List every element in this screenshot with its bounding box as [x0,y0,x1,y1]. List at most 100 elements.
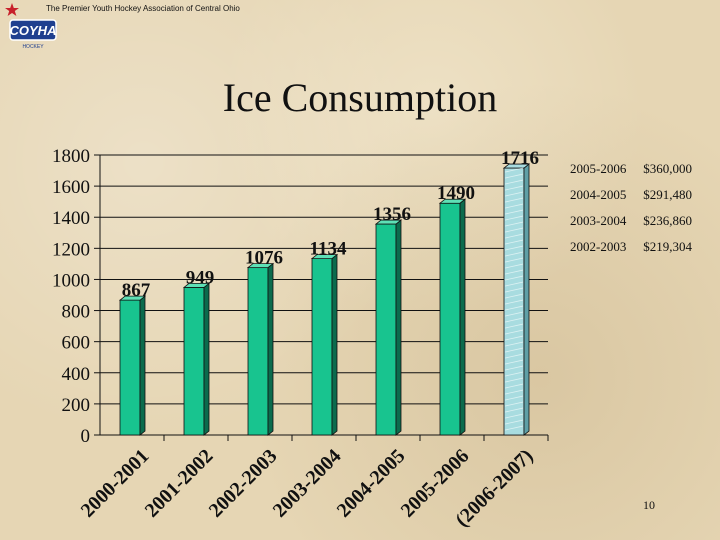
legend-season: 2003-2004 [570,213,627,228]
y-tick-label: 400 [62,364,91,385]
bar-hatch [504,245,524,251]
legend-amount: $219,304 [643,239,692,254]
bar-top [502,163,531,169]
page-number: 10 [643,498,655,512]
bar-side [267,262,274,436]
bar-hatch [504,251,524,257]
bar-hatch [504,215,524,221]
legend-season: 2002-2003 [570,239,627,254]
legend-row: 2005-2006 $360,000 [570,162,692,188]
bar-hatch [504,173,524,179]
y-tick-label: 600 [62,333,91,354]
bar-hatch [504,263,524,269]
bar-hatch [504,323,524,329]
bar-hatch [504,353,524,359]
logo-subtext: HOCKEY [22,44,44,50]
y-tick-label: 0 [81,426,91,447]
legend-amount: $291,480 [643,187,692,202]
bar-hatch [504,179,524,185]
cost-legend: 2005-2006 $360,000 2004-2005 $291,480 20… [570,162,692,266]
bar-hatch [504,317,524,323]
bar-side [139,295,146,436]
bar-hatch [504,311,524,317]
bar-hatch [504,167,524,173]
bar-top [374,219,403,225]
bar-hatch [504,227,524,233]
x-tick-label: 2002-2003 [205,445,282,522]
y-tick-label: 1600 [52,177,90,198]
bar-hatch [504,257,524,263]
logo-badge [9,19,57,41]
bar-top [118,295,147,301]
bar [119,299,141,436]
bar-hatch [504,287,524,293]
bar-hatch [504,419,524,425]
bar-hatch [504,299,524,305]
data-label: 1356 [373,204,411,225]
bar-hatch [504,191,524,197]
bar [311,258,333,436]
bar-hatch [504,389,524,395]
bar [247,267,269,436]
bar-hatch [504,413,524,419]
bar-hatch [504,281,524,287]
data-label: 1076 [245,248,283,269]
bar-hatch [504,407,524,413]
legend-amount: $360,000 [643,161,692,176]
y-tick-label: 1400 [52,208,90,229]
bar [183,286,205,436]
bar-side [331,253,338,436]
y-tick-label: 200 [62,395,91,416]
bar-hatch [504,359,524,365]
bar-hatch [504,221,524,227]
bar-hatch [504,371,524,377]
legend-season: 2004-2005 [570,187,627,202]
x-tick-label: 2004-2005 [333,445,410,522]
legend-row: 2004-2005 $291,480 [570,188,692,214]
data-label: 867 [122,280,151,301]
bar-hatch [504,239,524,245]
y-tick-label: 800 [62,302,91,323]
legend-row: 2002-2003 $219,304 [570,240,692,266]
plot-area: 0 200 400 600 800 1000 1200 1400 1600 1800 867 2000… [52,146,549,531]
bar-top [310,254,339,260]
bar-hatch [504,341,524,347]
bar-hatch [504,203,524,209]
bar-hatch [504,425,524,431]
bar-hatch [504,233,524,239]
bar-hatch [504,209,524,215]
bar-hatch [504,197,524,203]
logo-text: COYHA [10,23,57,38]
data-label: 1716 [501,148,539,169]
data-label: 1134 [310,239,347,260]
legend-row: 2003-2004 $236,860 [570,214,692,240]
bar-hatch [504,401,524,407]
bar-side [459,198,466,436]
header-tagline: The Premier Youth Hockey Association of … [46,4,240,13]
bar-hatch [504,347,524,353]
x-tick-label: 2003-2004 [269,445,346,522]
y-tick-label: 1200 [52,239,90,260]
bar-side [203,282,210,436]
bar-side [395,219,402,436]
bar-hatch [504,275,524,281]
bar-hatch [504,305,524,311]
y-tick-label: 1000 [52,270,90,291]
star-icon [5,3,19,16]
bar-hatch [504,335,524,341]
bar-top [246,263,275,269]
y-tick-label: 1800 [52,146,90,167]
x-tick-label: 2001-2002 [141,445,218,522]
coyha-logo: COYHA HOCKEY [5,3,57,50]
bar-hatch [504,377,524,383]
bar-top [438,198,467,204]
legend-season: 2005-2006 [570,161,627,176]
bar-hatch [504,293,524,299]
bar-hatch [504,329,524,335]
x-tick-label: 2000-2001 [77,445,154,522]
bar-side [523,163,530,436]
bar-hatch [504,395,524,401]
bar-top [182,282,211,288]
data-label: 949 [186,267,215,288]
